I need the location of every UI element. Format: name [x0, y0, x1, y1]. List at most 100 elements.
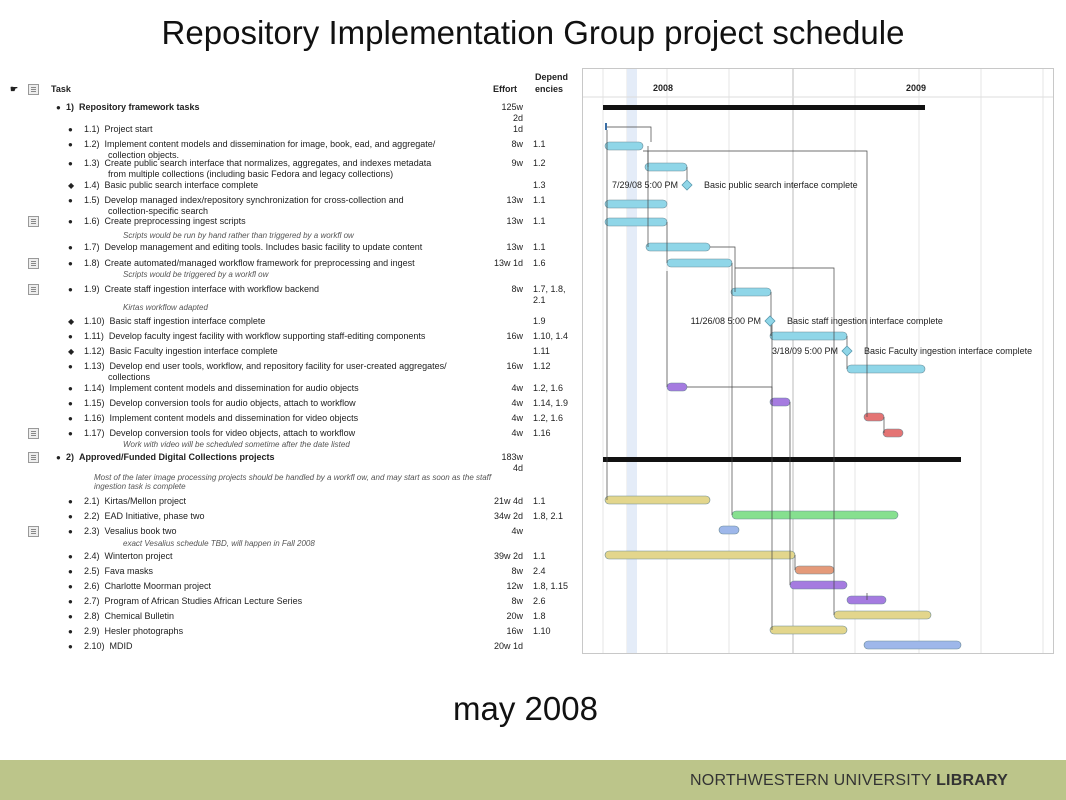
- milestone-bullet-icon[interactable]: ◆: [68, 317, 75, 326]
- task-effort[interactable]: 4w: [511, 383, 523, 393]
- task-effort[interactable]: 8w: [511, 284, 523, 294]
- task-bullet-icon[interactable]: ●: [68, 243, 73, 252]
- task-name[interactable]: 1.5) Develop managed index/repository syn…: [84, 195, 404, 217]
- task-name[interactable]: 1.17) Develop conversion tools for video …: [84, 428, 355, 439]
- task-effort[interactable]: 1d: [512, 124, 523, 134]
- task-effort[interactable]: 20w 1d: [493, 641, 523, 651]
- task-name[interactable]: 2.4) Winterton project: [84, 551, 173, 562]
- task-name[interactable]: 1.4) Basic public search interface comple…: [84, 180, 258, 191]
- task-bullet-icon[interactable]: ●: [68, 582, 73, 591]
- task-bullet-icon[interactable]: ●: [56, 453, 61, 462]
- task-name[interactable]: 1.10) Basic staff ingestion interface com…: [84, 316, 265, 327]
- task-effort[interactable]: 13w 1d: [493, 258, 523, 268]
- task-name[interactable]: 2.2) EAD Initiative, phase two: [84, 511, 205, 522]
- task-dependencies[interactable]: 1.12: [533, 361, 551, 371]
- task-bullet-icon[interactable]: ●: [68, 332, 73, 341]
- milestone-bullet-icon[interactable]: ◆: [68, 347, 75, 356]
- task-name[interactable]: 1.3) Create public search interface that …: [84, 158, 431, 180]
- task-effort[interactable]: 21w 4d: [493, 496, 523, 506]
- task-name[interactable]: 1.2) Implement content models and dissemi…: [84, 139, 435, 161]
- task-dependencies[interactable]: 1.14, 1.9: [533, 398, 569, 408]
- note-icon[interactable]: [28, 284, 39, 295]
- task-name[interactable]: 1) Repository framework tasks: [66, 102, 200, 113]
- task-bullet-icon[interactable]: ●: [68, 159, 73, 168]
- task-dependencies[interactable]: 1.1: [533, 551, 546, 561]
- task-effort[interactable]: 13w: [506, 242, 523, 252]
- task-effort[interactable]: 8w: [511, 596, 523, 606]
- task-dependencies[interactable]: 1.10, 1.4: [533, 331, 569, 341]
- task-bullet-icon[interactable]: ●: [68, 285, 73, 294]
- task-dependencies[interactable]: 1.9: [533, 316, 546, 326]
- task-effort[interactable]: 9w: [511, 158, 523, 168]
- task-name[interactable]: 2.1) Kirtas/Mellon project: [84, 496, 186, 507]
- note-icon[interactable]: [28, 258, 39, 269]
- milestone-bullet-icon[interactable]: ◆: [68, 181, 75, 190]
- task-effort[interactable]: 13w: [506, 195, 523, 205]
- task-dependencies[interactable]: 1.10: [533, 626, 551, 636]
- task-bullet-icon[interactable]: ●: [68, 362, 73, 371]
- task-name[interactable]: 1.14) Implement content models and dissem…: [84, 383, 359, 394]
- note-icon[interactable]: [28, 452, 39, 463]
- task-dependencies[interactable]: 1.2, 1.6: [533, 383, 564, 393]
- task-effort[interactable]: 16w: [506, 331, 523, 341]
- task-dependencies[interactable]: 1.1: [533, 496, 546, 506]
- task-bullet-icon[interactable]: ●: [68, 597, 73, 606]
- task-effort[interactable]: 12w: [506, 581, 523, 591]
- deps-column-header-2[interactable]: encies: [535, 84, 564, 94]
- task-name[interactable]: 2) Approved/Funded Digital Collections pr…: [66, 452, 275, 463]
- task-name[interactable]: 1.7) Develop management and editing tools…: [84, 242, 422, 253]
- task-effort[interactable]: 20w: [506, 611, 523, 621]
- task-bullet-icon[interactable]: ●: [68, 259, 73, 268]
- note-icon[interactable]: [28, 428, 39, 439]
- task-name[interactable]: 1.15) Develop conversion tools for audio …: [84, 398, 356, 409]
- task-bullet-icon[interactable]: ●: [68, 196, 73, 205]
- task-effort[interactable]: 8w: [511, 566, 523, 576]
- task-bullet-icon[interactable]: ●: [68, 642, 73, 651]
- task-name[interactable]: 1.16) Implement content models and dissem…: [84, 413, 358, 424]
- task-effort[interactable]: 39w 2d: [493, 551, 523, 561]
- effort-column-header[interactable]: Effort: [493, 84, 517, 94]
- task-name[interactable]: 2.5) Fava masks: [84, 566, 153, 577]
- task-name[interactable]: 2.9) Hesler photographs: [84, 626, 183, 637]
- task-effort[interactable]: 4w: [511, 413, 523, 423]
- task-bullet-icon[interactable]: ●: [68, 384, 73, 393]
- deps-column-header-1[interactable]: Depend: [535, 72, 569, 82]
- task-name[interactable]: 2.3) Vesalius book two: [84, 526, 177, 537]
- task-bullet-icon[interactable]: ●: [68, 414, 73, 423]
- task-bullet-icon[interactable]: ●: [68, 612, 73, 621]
- task-effort[interactable]: 183w 4d: [501, 452, 523, 473]
- task-bullet-icon[interactable]: ●: [68, 217, 73, 226]
- task-name[interactable]: 2.8) Chemical Bulletin: [84, 611, 174, 622]
- task-dependencies[interactable]: 2.6: [533, 596, 546, 606]
- task-dependencies[interactable]: 1.16: [533, 428, 551, 438]
- note-icon[interactable]: [28, 526, 39, 537]
- task-name[interactable]: 1.1) Project start: [84, 124, 153, 135]
- task-dependencies[interactable]: 1.8, 1.15: [533, 581, 569, 591]
- task-dependencies[interactable]: 1.6: [533, 258, 546, 268]
- task-name[interactable]: 1.12) Basic Faculty ingestion interface c…: [84, 346, 278, 357]
- task-bullet-icon[interactable]: ●: [68, 527, 73, 536]
- task-effort[interactable]: 4w: [511, 428, 523, 438]
- task-effort[interactable]: 16w: [506, 361, 523, 371]
- task-bullet-icon[interactable]: ●: [68, 567, 73, 576]
- note-icon[interactable]: [28, 216, 39, 227]
- task-effort[interactable]: 16w: [506, 626, 523, 636]
- task-name[interactable]: 2.7) Program of African Studies African L…: [84, 596, 302, 607]
- task-dependencies[interactable]: 1.1: [533, 139, 546, 149]
- task-bullet-icon[interactable]: ●: [68, 140, 73, 149]
- task-dependencies[interactable]: 1.2, 1.6: [533, 413, 564, 423]
- task-dependencies[interactable]: 1.8, 2.1: [533, 511, 564, 521]
- task-name[interactable]: 1.6) Create preprocessing ingest scripts: [84, 216, 246, 227]
- task-dependencies[interactable]: 1.8: [533, 611, 546, 621]
- task-bullet-icon[interactable]: ●: [68, 512, 73, 521]
- task-name[interactable]: 1.13) Develop end user tools, workflow, a…: [84, 361, 447, 383]
- task-dependencies[interactable]: 1.1: [533, 242, 546, 252]
- task-effort[interactable]: 125w 2d: [501, 102, 523, 123]
- task-dependencies[interactable]: 1.1: [533, 216, 546, 226]
- task-effort[interactable]: 4w: [511, 398, 523, 408]
- task-bullet-icon[interactable]: ●: [56, 103, 61, 112]
- task-dependencies[interactable]: 1.11: [533, 346, 550, 356]
- task-bullet-icon[interactable]: ●: [68, 399, 73, 408]
- task-name[interactable]: 1.11) Develop faculty ingest facility wit…: [84, 331, 425, 342]
- task-dependencies[interactable]: 1.1: [533, 195, 546, 205]
